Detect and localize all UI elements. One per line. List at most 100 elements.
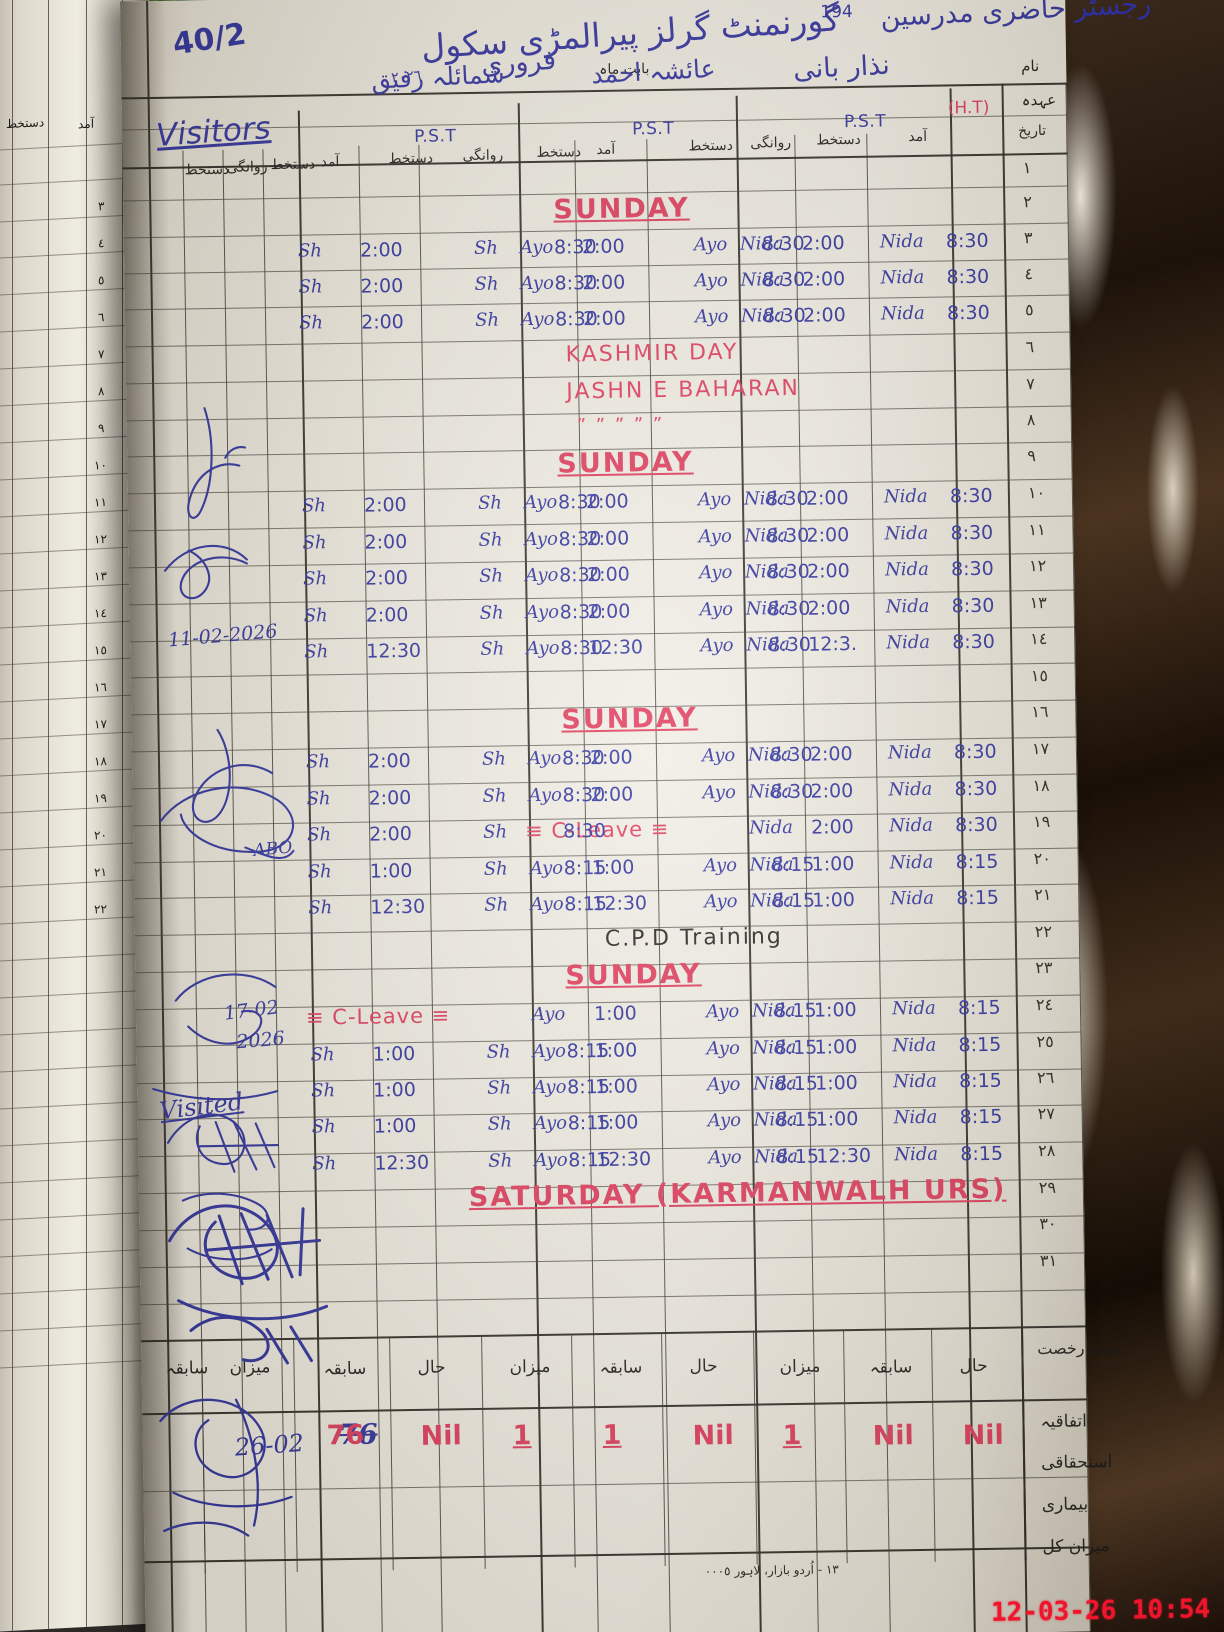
departure-signature: Sh [301, 495, 327, 517]
arrival-signature: Ayo [707, 1110, 742, 1132]
arrival-time: 8:30 [946, 302, 990, 325]
footer-column-label: میزان [779, 1356, 821, 1377]
arrival-time: 8:15 [960, 1142, 1004, 1166]
arrival-signature: Ayo [706, 1037, 741, 1060]
date-cell: ١٢ [1028, 556, 1047, 576]
date-cell: ١٠ [1027, 482, 1046, 503]
footer-summary-value: Nil [692, 1419, 735, 1452]
date-cell: ٣٠ [1039, 1214, 1057, 1234]
arrival-signature: Ayo [704, 890, 738, 913]
arrival-time: 8:15 [567, 1075, 611, 1099]
date-cell: ٣١ [1039, 1250, 1058, 1271]
departure-signature: Sh [302, 568, 328, 591]
footer-summary-value: 76 [326, 1419, 365, 1452]
post-row-label: عہدہ [1021, 90, 1057, 110]
arrival-signature: Ayo [699, 598, 734, 621]
arrival-time: 8:15 [958, 1033, 1002, 1057]
arrival-signature: Ayo [694, 270, 728, 292]
departure-time: 2:00 [807, 597, 851, 620]
arrival-time: 8:30 [767, 597, 811, 621]
departure-signature: Sh [297, 240, 323, 263]
arrival-signature: Nida [890, 887, 935, 910]
date-cell: ٢١ [1034, 884, 1052, 905]
departure-time: 2:00 [802, 304, 846, 328]
arrival-time: 8:15 [772, 889, 816, 913]
date-cell: ٥ [1024, 300, 1034, 320]
date-cell: ٧ [1026, 373, 1035, 394]
row-note: KASHMIR DAY [565, 339, 739, 368]
arrival-time: 8:15 [774, 1036, 818, 1060]
departure-signature: Sh [311, 1080, 336, 1102]
departure-signature: Ayo [520, 309, 555, 331]
arrival-time: 8:15 [957, 996, 1001, 1020]
arrival-signature: Ayo [701, 744, 736, 767]
subheader-arrival-3: آمد [320, 153, 340, 171]
arrival-signature: Sh [479, 602, 504, 624]
arrival-signature: Sh [478, 565, 504, 588]
arrival-time: 8:30 [553, 236, 597, 260]
footer-column-label: حال [959, 1355, 988, 1377]
arrival-time: 8:30 [768, 634, 812, 657]
arrival-signature: Nida [892, 1034, 937, 1057]
departure-time: 2:00 [810, 779, 854, 803]
arrival-signature: Sh [486, 1041, 511, 1063]
date-cell: ٢ [1023, 192, 1033, 212]
departure-time: 1:00 [369, 859, 413, 883]
row-note: SUNDAY [553, 192, 690, 226]
departure-time: 2:00 [809, 743, 853, 766]
arrival-signature: Ayo [703, 854, 738, 877]
arrival-signature: Sh [487, 1077, 512, 1099]
arrival-signature: Nida [887, 741, 932, 764]
departure-signature: Ayo [527, 747, 562, 770]
departure-signature: Ayo [534, 1149, 568, 1171]
departure-time: 2:00 [810, 816, 854, 840]
departure-time: 1:00 [373, 1078, 417, 1102]
footer-column-label: حال [689, 1356, 718, 1378]
departure-time: 1:00 [813, 999, 857, 1022]
departure-time: 2:00 [806, 560, 850, 584]
cell-leave-note: ≡ C-Leave ≡ [305, 1003, 451, 1030]
date-cell: ٢٧ [1037, 1104, 1055, 1124]
departure-signature: Ayo [531, 1003, 566, 1026]
departure-time: 2:00 [360, 275, 404, 298]
departure-time: 2:00 [805, 487, 849, 510]
footer-summary-value: Nil [872, 1419, 915, 1452]
arrival-time: 8:30 [559, 601, 603, 624]
arrival-signature: Nida [885, 595, 930, 618]
printer-credit: ٣١ - اُردو بازار، لاہور ٥٠٠٠ [704, 1562, 839, 1579]
staff-designation-2: P.S.T [631, 118, 675, 140]
arrival-signature: Ayo [694, 306, 729, 328]
footer-summary-value: 1 [782, 1420, 802, 1452]
arrival-time: 8:30 [558, 527, 602, 551]
arrival-signature: Sh [483, 858, 508, 880]
departure-signature: Ayo [525, 601, 560, 624]
arrival-time: 8:30 [949, 484, 993, 508]
arrival-time: 8:30 [557, 490, 601, 514]
arrival-signature: Sh [477, 492, 503, 514]
staff-designation-1: P.S.T [843, 111, 887, 133]
footer-column-label: سابقہ [165, 1358, 209, 1380]
departure-signature: Ayo [520, 272, 554, 295]
footer-summary-value: Nil [420, 1419, 462, 1452]
departure-signature: Ayo [519, 237, 554, 259]
date-cell: ١٥ [1030, 665, 1049, 685]
departure-signature: Ayo [523, 491, 558, 514]
arrival-signature: Nida [889, 851, 934, 874]
departure-signature: Ayo [528, 784, 563, 806]
arrival-time: 8:30 [554, 272, 598, 295]
departure-time: 12:30 [374, 1151, 430, 1175]
arrival-time: 8:30 [950, 521, 994, 545]
departure-time: 2:00 [802, 268, 846, 291]
arrival-signature: Sh [482, 785, 507, 807]
departure-time: 2:00 [801, 232, 845, 256]
departure-signature: Sh [302, 531, 327, 554]
subheader-signature-2a: دستخط [536, 144, 582, 161]
arrival-time: 8:15 [771, 853, 815, 876]
date-cell: ٢٣ [1035, 958, 1053, 978]
subheader-signature-3b: دستخط [184, 161, 230, 179]
arrival-time: 8:30 [946, 265, 990, 289]
row-note: ” ” ” ” ” [576, 413, 665, 437]
date-cell: ٢٢ [1034, 921, 1053, 941]
row-note: JASHN E BAHARAN [566, 375, 801, 405]
